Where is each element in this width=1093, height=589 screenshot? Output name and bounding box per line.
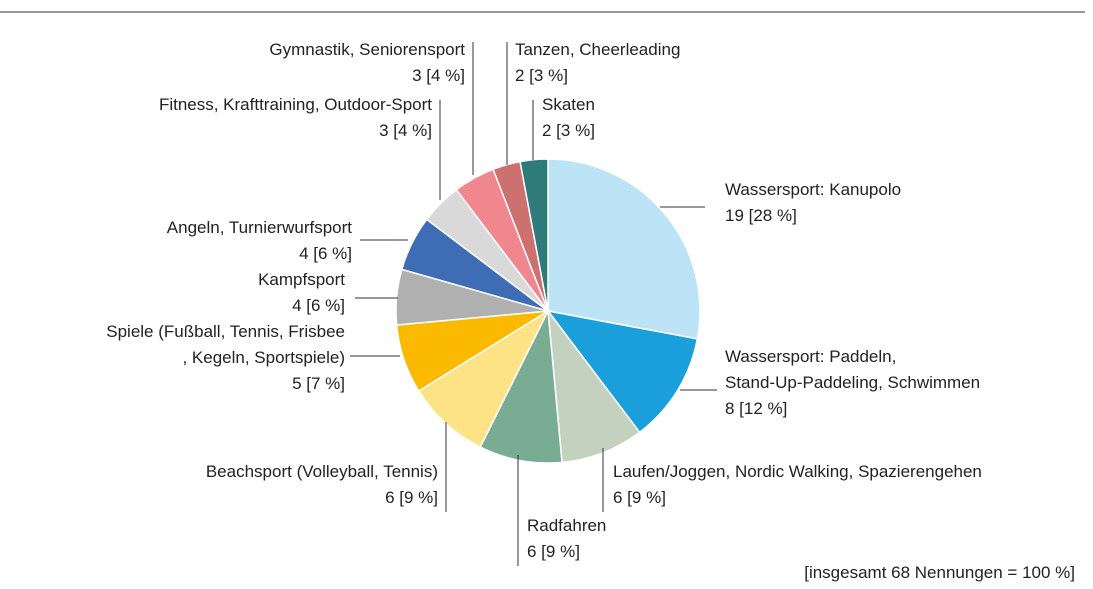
value-label: 19 [28 %] bbox=[725, 206, 797, 225]
slice-label: Wassersport: Paddeln, Stand-Up-Paddeling,… bbox=[725, 347, 980, 392]
value-label: 6 [9 %] bbox=[527, 542, 580, 561]
value-label: 2 [3 %] bbox=[515, 66, 568, 85]
slice-label: Radfahren bbox=[527, 516, 606, 535]
slice-label-line: Wassersport: Paddeln, bbox=[725, 347, 896, 366]
slice-label: Skaten bbox=[542, 95, 595, 114]
slice-label: Angeln, Turnierwurfsport bbox=[167, 218, 352, 237]
slice-label: Spiele (Fußball, Tennis, Frisbee , Kegeln… bbox=[106, 322, 345, 367]
value-label: 3 [4 %] bbox=[412, 66, 465, 85]
value-label: 5 [7 %] bbox=[292, 374, 345, 393]
slice-label: Gymnastik, Seniorensport bbox=[269, 40, 465, 59]
note: [insgesamt 68 Nennungen = 100 %] bbox=[804, 563, 1075, 582]
value-label: 4 [6 %] bbox=[292, 296, 345, 315]
slice-label: Laufen/Joggen, Nordic Walking, Spazieren… bbox=[613, 462, 982, 481]
pie-slice bbox=[479, 308, 563, 464]
pie-slice bbox=[519, 158, 549, 312]
value-label: 6 [9 %] bbox=[385, 488, 438, 507]
value-label: 3 [4 %] bbox=[379, 121, 432, 140]
slice-label: Beachsport (Volleyball, Tennis) bbox=[206, 462, 438, 481]
slice-label: Wassersport: Kanupolo bbox=[725, 180, 901, 199]
slice-label: Fitness, Krafttraining, Outdoor-Sport bbox=[159, 95, 432, 114]
value-label: 2 [3 %] bbox=[542, 121, 595, 140]
slice-label-line: Spiele (Fußball, Tennis, Frisbee bbox=[106, 322, 345, 341]
slice-label: Kampfsport bbox=[258, 270, 345, 289]
value-label: 6 [9 %] bbox=[613, 488, 666, 507]
value-label: 4 [6 %] bbox=[299, 244, 352, 263]
pie-slice bbox=[547, 158, 701, 340]
slice-label-line: Stand-Up-Paddeling, Schwimmen bbox=[725, 373, 980, 392]
slice-label-line: , Kegeln, Sportspiele) bbox=[182, 348, 345, 367]
pie-slice bbox=[546, 309, 699, 434]
value-label: 8 [12 %] bbox=[725, 399, 787, 418]
slice-label: Tanzen, Cheerleading bbox=[515, 40, 680, 59]
